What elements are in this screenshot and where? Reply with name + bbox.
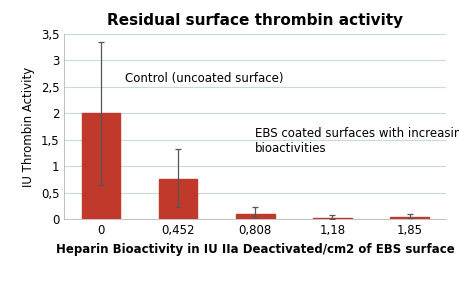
Text: EBS coated surfaces with increasing heparin
bioactivities: EBS coated surfaces with increasing hepa… <box>255 127 459 155</box>
Bar <box>389 217 428 219</box>
Bar <box>158 180 197 219</box>
Text: Control (uncoated surface): Control (uncoated surface) <box>125 72 283 85</box>
X-axis label: Heparin Bioactivity in IU IIa Deactivated/cm2 of EBS surface: Heparin Bioactivity in IU IIa Deactivate… <box>56 243 453 256</box>
Bar <box>235 214 274 219</box>
Title: Residual surface thrombin activity: Residual surface thrombin activity <box>107 13 403 28</box>
Bar <box>313 217 351 219</box>
Y-axis label: IU Thrombin Activity: IU Thrombin Activity <box>22 66 35 187</box>
Bar <box>82 113 120 219</box>
